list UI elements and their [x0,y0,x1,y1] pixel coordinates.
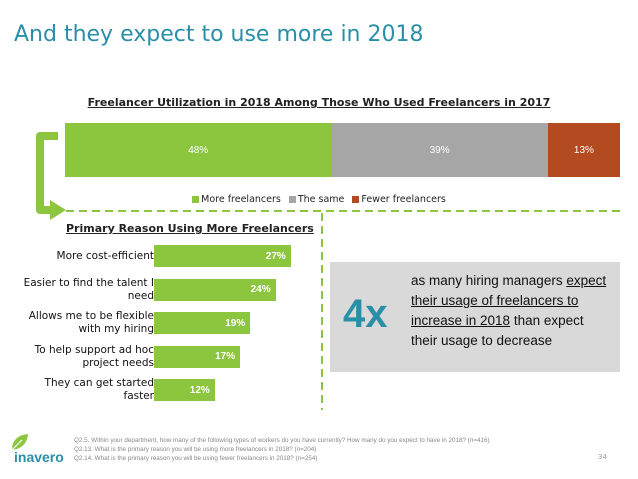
callout-text-post: than expect their usage to decrease [411,313,584,348]
stacked-chart-legend: More freelancers The same Fewer freelancer… [0,194,638,205]
reason-bar: 17% [154,345,241,368]
legend-item: Fewer freelancers [352,194,446,205]
reason-bar: 24% [154,278,276,301]
reason-bar-value: 27% [265,250,286,262]
stacked-segment-label: 48% [188,144,209,156]
reason-category-label: To help support ad hoc project needs [34,343,154,369]
reason-category-label: Easier to find the talent I need [23,276,154,302]
callout-text: as many hiring managers expect their usa… [411,271,611,351]
connector-arrow-line [36,132,58,214]
connector-arrow-head [50,200,66,220]
legend-label: Fewer freelancers [361,194,446,205]
reason-bar-value: 12% [189,384,210,396]
footnote-1: Q2.5. Within your department, how many o… [74,437,490,444]
brand-logo-text: inavero [14,449,64,465]
reason-chart-title: Primary Reason Using More Freelancers [66,222,314,235]
callout-box [330,262,620,372]
legend-label: More freelancers [201,194,281,205]
reason-category-label: They can get started faster [44,377,154,402]
reason-category-label: More cost-efficient [56,249,154,262]
stacked-segment-more-freelancers: 48% [65,123,332,177]
stacked-bar: 48% 39% 13% [65,123,620,177]
legend-item: The same [288,194,345,205]
stacked-segment-fewer-freelancers: 13% [547,123,620,177]
footnote-3: Q2.14. What is the primary reason you wi… [74,455,318,462]
slide-title: And they expect to use more in 2018 [14,22,424,47]
legend-swatch [192,196,200,203]
legend-swatch [352,196,360,203]
stacked-chart-title: Freelancer Utilization in 2018 Among Tho… [87,96,551,109]
callout-multiplier: 4x [343,292,388,336]
legend-swatch [288,196,296,203]
reason-bar: 19% [154,312,251,334]
reason-bar-value: 17% [215,351,236,362]
reason-bar: 27% [154,245,291,267]
page-number: 34 [598,453,607,461]
footnotes: Q2.5. Within your department, how many o… [74,436,490,463]
stacked-segment-label: 13% [573,144,594,156]
reason-category-label: Allows me to be flexible with my hiring [28,310,154,335]
leaf-icon [11,434,28,451]
callout-text-underlined: expect their usage of freelancers to inc… [411,273,607,328]
reason-bar-value: 19% [225,317,246,329]
reason-bar-value: 24% [250,284,271,295]
legend-label: The same [297,194,345,205]
stacked-segment-the-same: 39% [331,123,548,177]
legend-item: More freelancers [192,194,281,205]
stacked-segment-label: 39% [429,144,450,156]
footnote-2: Q2.13. What is the primary reason you wi… [74,446,317,453]
callout-text-pre: as many hiring managers [411,273,563,288]
reason-bar: 12% [154,379,215,401]
